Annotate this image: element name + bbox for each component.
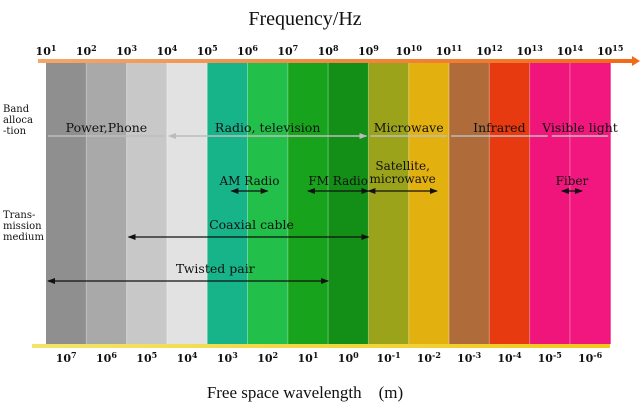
transmission-medium-label-line: mission: [3, 221, 42, 232]
spectrum-band: [569, 62, 611, 344]
frequency-tick-label: 1011: [436, 43, 462, 58]
spectrum-band: [368, 62, 410, 344]
wavelength-tick-label: 101: [298, 350, 319, 365]
frequency-tick-label: 107: [277, 43, 298, 58]
wavelength-tick-label: 102: [257, 350, 278, 365]
wavelength-tick-label: 10-4: [497, 350, 522, 365]
spectrum-band: [46, 62, 87, 344]
wavelength-tick-label: 10-5: [538, 350, 562, 365]
spectrum-band: [529, 62, 571, 344]
frequency-tick-label: 109: [358, 43, 379, 58]
spectrum-band: [408, 62, 450, 344]
spectrum-band: [328, 62, 369, 344]
wavelength-tick-label: 106: [96, 350, 117, 365]
frequency-tick-label: 1013: [516, 43, 543, 58]
transmission-medium-label: Twisted pair: [176, 261, 255, 276]
frequency-tick-label: 1014: [557, 43, 584, 58]
frequency-tick-label: 101: [36, 43, 57, 58]
wavelength-axis-title: Free space wavelength (m): [206, 383, 404, 402]
transmission-medium-label-line: Trans-: [3, 210, 36, 221]
band-allocation-label: Power,Phone: [66, 120, 148, 135]
sub-band-label: Satellite,: [375, 159, 430, 173]
frequency-tick-label: 1015: [597, 43, 623, 58]
transmission-medium-label-line: medium: [3, 232, 44, 243]
band-allocation-label: Radio, television: [215, 120, 321, 135]
spectrum-band: [247, 62, 289, 344]
frequency-tick-label: 1012: [476, 43, 502, 58]
spectrum-band: [489, 62, 531, 344]
band-allocation-label: Infrared: [473, 120, 525, 135]
transmission-medium-label: Trans- mission medium: [3, 210, 47, 243]
frequency-tick-label: 106: [237, 43, 258, 58]
band-allocation-label: Microwave: [374, 120, 444, 135]
frequency-tick-label: 108: [318, 43, 339, 58]
sub-band-label: AM Radio: [219, 174, 280, 188]
wavelength-tick-label: 10-3: [457, 350, 482, 365]
frequency-tick-label: 103: [116, 43, 137, 58]
spectrum-band: [86, 62, 128, 344]
wavelength-axis-line: [32, 344, 610, 348]
spectrum-band: [207, 62, 248, 344]
spectrum-band: [166, 62, 208, 344]
frequency-tick-label: 105: [197, 43, 218, 58]
spectrum-band: [287, 62, 329, 344]
wavelength-tick-label: 103: [217, 350, 238, 365]
frequency-axis-line: [38, 59, 634, 63]
frequency-axis-title: Frequency/Hz: [248, 8, 362, 30]
frequency-axis-arrowhead: [632, 56, 640, 66]
band-allocation-label: Band alloca -tion: [3, 104, 47, 137]
frequency-tick-label: 102: [76, 43, 97, 58]
wavelength-tick-label: 107: [56, 350, 77, 365]
wavelength-tick-label: 10-6: [578, 350, 603, 365]
sub-band-label: Fiber: [556, 174, 589, 188]
frequency-tick-label: 104: [156, 43, 177, 58]
sub-band-label: FM Radio: [308, 174, 368, 188]
sub-band-label: microwave: [370, 172, 436, 186]
spectrum-band: [126, 62, 168, 344]
band-allocation-label-line: -tion: [3, 126, 27, 137]
spectrum-band: [449, 62, 490, 344]
wavelength-tick-label: 10-2: [417, 350, 441, 365]
frequency-tick-label: 1010: [395, 43, 422, 58]
wavelength-tick-label: 100: [338, 350, 359, 365]
wavelength-tick-label: 105: [136, 350, 157, 365]
band-allocation-label: Visible light: [541, 120, 618, 135]
wavelength-tick-label: 104: [177, 350, 198, 365]
transmission-medium-label: Coaxial cable: [209, 217, 294, 232]
band-allocation-label-line: Band: [3, 104, 30, 115]
wavelength-tick-label: 10-1: [376, 350, 400, 365]
band-allocation-label-line: alloca: [3, 115, 33, 126]
